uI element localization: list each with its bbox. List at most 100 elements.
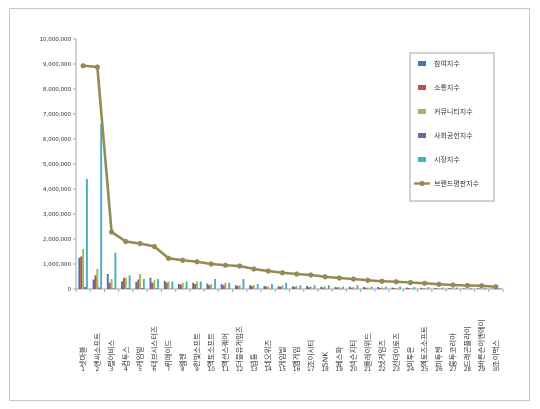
x-category-label: 조이맥스 [491, 340, 500, 367]
line-point [322, 274, 328, 280]
bar [464, 288, 467, 289]
bar [421, 288, 424, 289]
line-point [180, 257, 186, 263]
x-category-label: 액토소프트 [207, 333, 216, 367]
legend-label: 시장지수 [434, 155, 460, 164]
x-rank-label: 26 [435, 367, 443, 373]
bar [363, 287, 365, 289]
x-rank-label: 29 [478, 367, 486, 373]
bar [393, 288, 396, 289]
bar [236, 286, 239, 289]
bar [322, 287, 325, 289]
legend-swatch [418, 85, 426, 90]
bar [342, 286, 345, 289]
bar [98, 287, 101, 289]
y-tick-label: 2,000,000 [43, 237, 71, 243]
bar [493, 288, 495, 289]
bar [491, 288, 494, 289]
bar [167, 281, 170, 289]
bar [297, 288, 300, 290]
x-category-label: 게임빌 [278, 346, 287, 367]
bar [124, 277, 127, 289]
x-category-label: 넷게임즈 [378, 340, 387, 367]
line-point [94, 64, 100, 70]
x-rank-label: 17 [307, 367, 315, 373]
y-tick-label: 7,000,000 [43, 112, 71, 118]
x-category-label: 넵튠 [249, 353, 258, 367]
bar [364, 287, 367, 289]
bar [448, 288, 451, 289]
legend-swatch-marker [419, 180, 425, 187]
bar [350, 287, 353, 289]
bar [212, 288, 215, 289]
bar [178, 284, 180, 289]
line-point [407, 279, 414, 286]
bar [470, 287, 473, 289]
bar [384, 286, 387, 289]
bar [370, 286, 373, 289]
bar [419, 287, 422, 289]
y-tick-label: 3,000,000 [43, 212, 71, 218]
x-category-label: 액션스퀘어 [221, 333, 230, 367]
bar [171, 281, 174, 289]
bar [368, 288, 371, 290]
x-category-label: 웹젠 [178, 353, 187, 367]
bar [242, 279, 245, 289]
bar [399, 286, 401, 289]
x-rank-label: 1 [81, 367, 85, 373]
bar [466, 288, 469, 289]
bar [135, 282, 138, 289]
bar [251, 286, 253, 289]
bar [336, 287, 339, 289]
bar [291, 286, 294, 289]
bar [85, 179, 88, 289]
bar [277, 286, 280, 289]
bar [338, 287, 341, 289]
line-point [379, 278, 385, 284]
y-tick-label: 1,000,000 [43, 262, 71, 268]
legend-label: 사회공헌지수 [434, 131, 473, 140]
line-point [251, 266, 257, 272]
bar [456, 287, 458, 289]
bar [478, 288, 481, 289]
line-point [279, 270, 285, 276]
x-category-label: 데브시스터즈 [150, 326, 159, 367]
bar [352, 287, 355, 289]
y-tick-label: 9,000,000 [43, 62, 71, 68]
bar [438, 288, 440, 289]
x-category-label: SNK [321, 352, 330, 367]
bar [381, 287, 383, 289]
bar [238, 285, 241, 289]
x-category-label: 룽투코리아 [449, 333, 458, 367]
x-rank-label: 5 [138, 367, 142, 373]
line-point [222, 262, 229, 268]
bar [80, 256, 83, 289]
legend-label: 커뮤니티지수 [434, 107, 473, 116]
legend-swatch [418, 157, 426, 162]
bar [484, 287, 487, 289]
x-rank-label: 28 [464, 367, 472, 373]
brand-reputation-chart: 0 1,000,000 2,000,000 3,000,000 4,000,000 5,0… [40, 37, 504, 373]
y-tick-label: 10,000,000 [40, 37, 72, 43]
bar [436, 288, 438, 289]
x-category-label: 미투젠 [434, 346, 443, 367]
bar [407, 288, 410, 289]
line-point [108, 229, 115, 235]
bar [313, 285, 316, 289]
bar [137, 279, 140, 289]
x-rank-label: 30 [492, 367, 500, 373]
bar [149, 277, 152, 289]
x-rank-label: 13 [250, 367, 258, 373]
x-rank-label: 3 [110, 367, 114, 373]
x-category-label: 한빛소프트 [192, 333, 201, 367]
line-point [336, 275, 342, 281]
x-category-label: 드래곤플라이 [463, 326, 472, 367]
y-tick-label: 4,000,000 [43, 187, 71, 193]
x-rank-label: 16 [293, 367, 301, 373]
line-point [137, 240, 143, 247]
bar [82, 249, 85, 289]
x-category-label: 선데이토즈 [392, 333, 401, 367]
x-category-label: 넥슨지티 [349, 340, 358, 367]
bar [482, 288, 485, 290]
bar [327, 285, 330, 289]
